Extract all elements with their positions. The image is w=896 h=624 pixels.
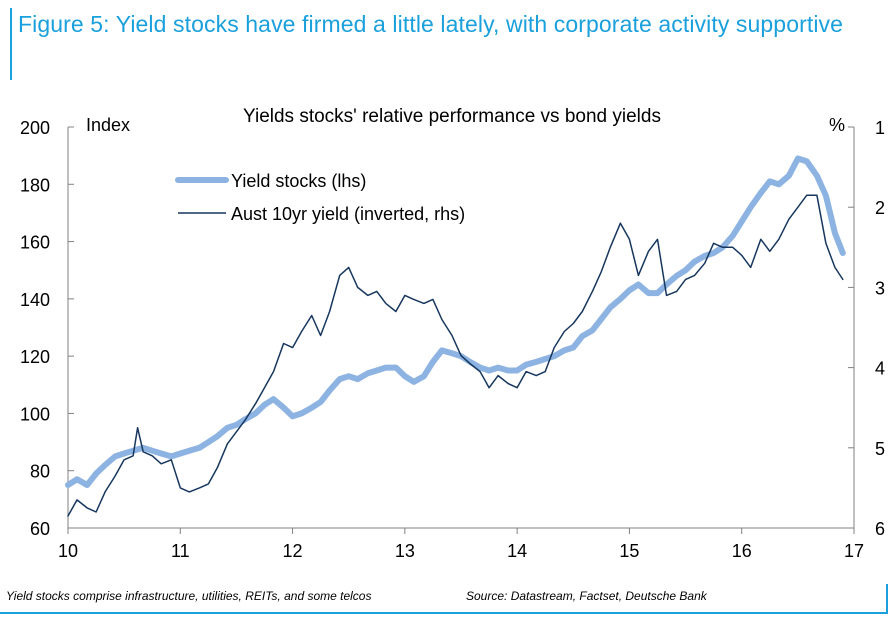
x-tick-label: 16: [732, 541, 752, 561]
figure-title: Figure 5: Yield stocks have firmed a lit…: [10, 8, 880, 80]
y-tick-label-left: 100: [20, 404, 50, 424]
legend: Yield stocks (lhs) Aust 10yr yield (inve…: [175, 171, 465, 224]
legend-label-bond-yield: Aust 10yr yield (inverted, rhs): [231, 204, 465, 224]
y-tick-label-right: 5: [875, 439, 885, 459]
y-tick-label-right: 1: [875, 118, 885, 138]
x-tick-label: 15: [619, 541, 639, 561]
y-tick-label-right: 4: [875, 359, 885, 379]
legend-label-yield-stocks: Yield stocks (lhs): [231, 171, 366, 191]
bottom-rule: [0, 612, 888, 614]
y-tick-label-right: 6: [875, 519, 885, 539]
y-tick-label-right: 3: [875, 278, 885, 298]
right-rule: [886, 584, 888, 614]
chart-title: Yields stocks' relative performance vs b…: [243, 106, 661, 127]
y-tick-label-left: 80: [30, 462, 50, 482]
y-tick-label-left: 60: [30, 519, 50, 539]
x-tick-label: 12: [283, 541, 303, 561]
x-tick-label: 14: [507, 541, 527, 561]
x-tick-label: 13: [395, 541, 415, 561]
footnote-source: Source: Datastream, Factset, Deutsche Ba…: [466, 589, 707, 603]
footnote-left: Yield stocks comprise infrastructure, ut…: [6, 589, 372, 603]
y-tick-label-left: 160: [20, 233, 50, 253]
y-axis-label-right: %: [829, 115, 845, 135]
series-layer: [65, 155, 846, 517]
y-tick-label-right: 2: [875, 198, 885, 218]
series-yield-stocks-line: [65, 155, 846, 488]
y-tick-label-left: 120: [20, 347, 50, 367]
y-tick-label-left: 180: [20, 175, 50, 195]
x-tick-label: 10: [58, 541, 78, 561]
series-bond-yield-line: [67, 194, 844, 517]
y-tick-label-left: 140: [20, 290, 50, 310]
x-tick-label: 17: [844, 541, 864, 561]
y-tick-label-left: 200: [20, 118, 50, 138]
x-tick-label: 11: [171, 541, 190, 561]
y-axis-label-left: Index: [86, 115, 130, 135]
